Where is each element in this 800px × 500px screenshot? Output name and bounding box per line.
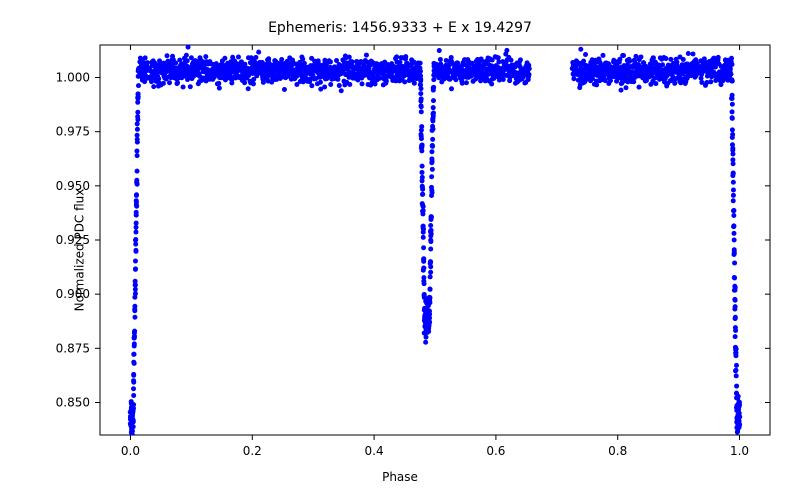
svg-text:0.8: 0.8 [608, 444, 627, 458]
svg-text:0.875: 0.875 [56, 341, 90, 355]
svg-text:1.0: 1.0 [730, 444, 749, 458]
phase-folded-light-curve: Ephemeris: 1456.9333 + E x 19.4297 Norma… [0, 0, 800, 500]
svg-text:0.975: 0.975 [56, 125, 90, 139]
svg-text:0.925: 0.925 [56, 233, 90, 247]
svg-text:0.850: 0.850 [56, 396, 90, 410]
svg-text:0.6: 0.6 [486, 444, 505, 458]
svg-text:0.950: 0.950 [56, 179, 90, 193]
svg-text:0.4: 0.4 [365, 444, 384, 458]
svg-text:0.2: 0.2 [243, 444, 262, 458]
svg-text:1.000: 1.000 [56, 71, 90, 85]
plot-canvas: 0.0 0.2 0.4 0.6 0.8 1.0 0.850 0.875 0.900 0.925 0.… [0, 0, 800, 500]
svg-text:0.0: 0.0 [121, 444, 140, 458]
svg-text:0.900: 0.900 [56, 287, 90, 301]
